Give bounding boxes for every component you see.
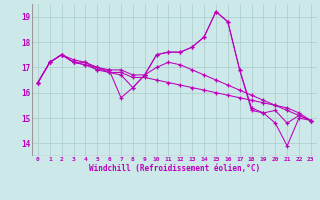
- X-axis label: Windchill (Refroidissement éolien,°C): Windchill (Refroidissement éolien,°C): [89, 164, 260, 173]
